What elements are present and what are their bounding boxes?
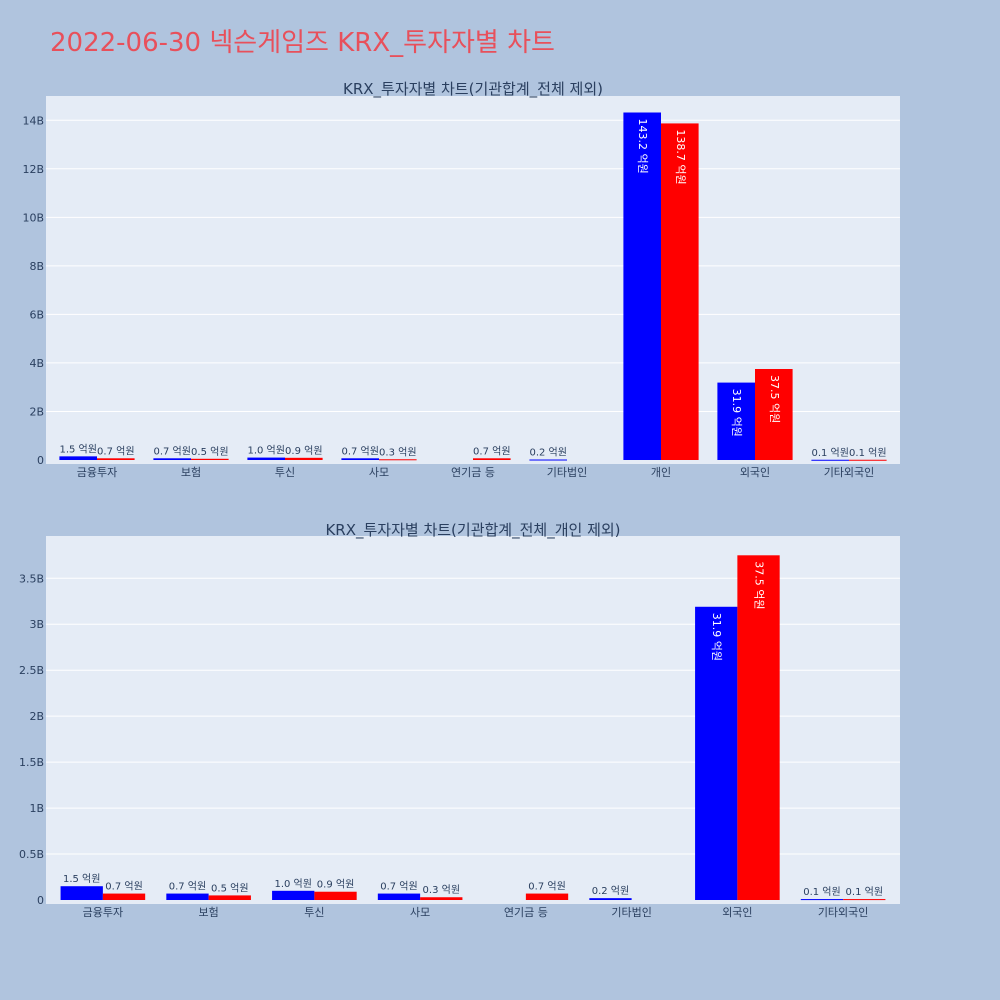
bar	[525, 893, 569, 900]
bar	[420, 897, 463, 900]
y-tick-label: 1B	[29, 802, 44, 815]
y-tick-label: 1.5B	[19, 756, 44, 769]
bar	[208, 895, 251, 900]
data-label: 0.7 억원	[105, 881, 142, 893]
y-tick-label: 3.5B	[19, 572, 44, 585]
y-tick-label: 6B	[29, 308, 44, 321]
bar	[695, 606, 738, 900]
data-label: 0.9 억원	[317, 879, 354, 891]
data-label: 0.1 억원	[846, 886, 883, 898]
bar	[473, 458, 511, 460]
bar	[102, 893, 146, 900]
data-label: 0.7 억원	[473, 445, 510, 457]
bar	[272, 890, 315, 900]
y-tick-label: 12B	[22, 163, 44, 176]
data-label: 0.7 억원	[528, 881, 565, 893]
y-tick-label: 2B	[29, 405, 44, 418]
bar	[717, 382, 755, 460]
x-tick-label: 기타외국인	[818, 906, 869, 919]
data-label: 0.7 억원	[153, 445, 190, 457]
bar	[285, 457, 323, 460]
data-label: 1.5 억원	[59, 443, 96, 455]
data-label: 0.3 억원	[379, 446, 416, 458]
x-tick-label: 연기금 등	[451, 466, 495, 479]
bar	[737, 555, 780, 900]
bar	[661, 123, 699, 461]
data-label: 0.1 억원	[803, 886, 840, 898]
x-tick-label: 금융투자	[77, 466, 117, 479]
bar	[247, 457, 285, 460]
data-label: 0.2 억원	[592, 885, 629, 897]
bar	[377, 893, 421, 900]
bar	[166, 893, 209, 900]
bar	[97, 458, 135, 460]
bar	[589, 898, 632, 900]
x-tick-label: 보험	[181, 466, 201, 479]
data-label: 37.5 억원	[768, 375, 781, 423]
bar	[191, 458, 229, 460]
x-tick-label: 외국인	[740, 466, 770, 479]
x-tick-label: 연기금 등	[504, 906, 548, 919]
bar	[755, 369, 793, 460]
bar	[341, 458, 379, 460]
page-title: 2022-06-30 넥슨게임즈 KRX_투자자별 차트	[50, 28, 555, 58]
y-tick-label: 14B	[22, 114, 44, 127]
bar	[60, 886, 103, 900]
x-tick-label: 금융투자	[83, 906, 123, 919]
x-tick-label: 보험	[199, 906, 219, 919]
data-label: 0.7 억원	[341, 445, 378, 457]
data-label: 0.7 억원	[169, 881, 206, 893]
bar	[800, 899, 844, 901]
x-tick-label: 사모	[410, 906, 430, 919]
y-tick-label: 0	[37, 894, 44, 907]
y-tick-label: 0.5B	[19, 848, 44, 861]
data-label: 0.1 억원	[811, 447, 848, 459]
y-tick-label: 3B	[29, 618, 44, 631]
data-label: 0.1 억원	[849, 447, 886, 459]
data-label: 1.0 억원	[247, 445, 284, 457]
data-label: 0.2 억원	[529, 447, 566, 459]
bar	[379, 459, 417, 461]
data-label: 31.9 억원	[710, 613, 723, 661]
bar	[153, 458, 191, 460]
data-label: 0.5 억원	[191, 446, 228, 458]
bar	[623, 112, 661, 460]
chart-investor-all: KRX_투자자별 차트(기관합계_전체 제외) 0 2B 4B 6B 8B 10B 12B 14…	[22, 80, 900, 479]
chart-title: KRX_투자자별 차트(기관합계_전체 제외)	[343, 80, 603, 99]
chart-title: KRX_투자자별 차트(기관합계_전체_개인 제외)	[325, 521, 620, 540]
bar	[529, 459, 567, 461]
data-label: 37.5 억원	[753, 561, 766, 609]
data-label: 0.9 억원	[285, 445, 322, 457]
y-tick-label: 8B	[29, 260, 44, 273]
bar	[314, 891, 357, 900]
data-label: 1.0 억원	[274, 878, 311, 890]
data-label: 143.2 억원	[636, 119, 649, 174]
bar	[59, 456, 97, 460]
y-tick-label: 2.5B	[19, 664, 44, 677]
x-tick-label: 투신	[304, 906, 324, 919]
x-tick-label: 개인	[651, 466, 671, 479]
x-tick-label: 기타법인	[611, 906, 651, 919]
x-tick-label: 기타외국인	[824, 466, 875, 479]
y-tick-label: 10B	[22, 211, 44, 224]
y-tick-label: 4B	[29, 357, 44, 370]
x-tick-label: 투신	[275, 466, 295, 479]
data-label: 1.5 억원	[63, 873, 100, 885]
bar	[849, 459, 887, 461]
x-tick-label: 사모	[369, 466, 389, 479]
data-label: 0.5 억원	[211, 882, 248, 894]
data-label: 0.7 억원	[97, 445, 134, 457]
data-label: 0.3 억원	[423, 884, 460, 896]
bar	[843, 899, 886, 901]
chart-investor-excl-individual: KRX_투자자별 차트(기관합계_전체_개인 제외) 0 0.5B 1B 1.5B 2B 2…	[19, 521, 900, 919]
x-tick-label: 기타법인	[547, 466, 587, 479]
data-label: 0.7 억원	[380, 881, 417, 893]
data-label: 31.9 억원	[730, 389, 743, 437]
bar	[811, 459, 849, 461]
x-tick-label: 외국인	[722, 906, 752, 919]
data-label: 138.7 억원	[674, 129, 687, 184]
y-tick-label: 0	[37, 454, 44, 467]
y-tick-label: 2B	[29, 710, 44, 723]
